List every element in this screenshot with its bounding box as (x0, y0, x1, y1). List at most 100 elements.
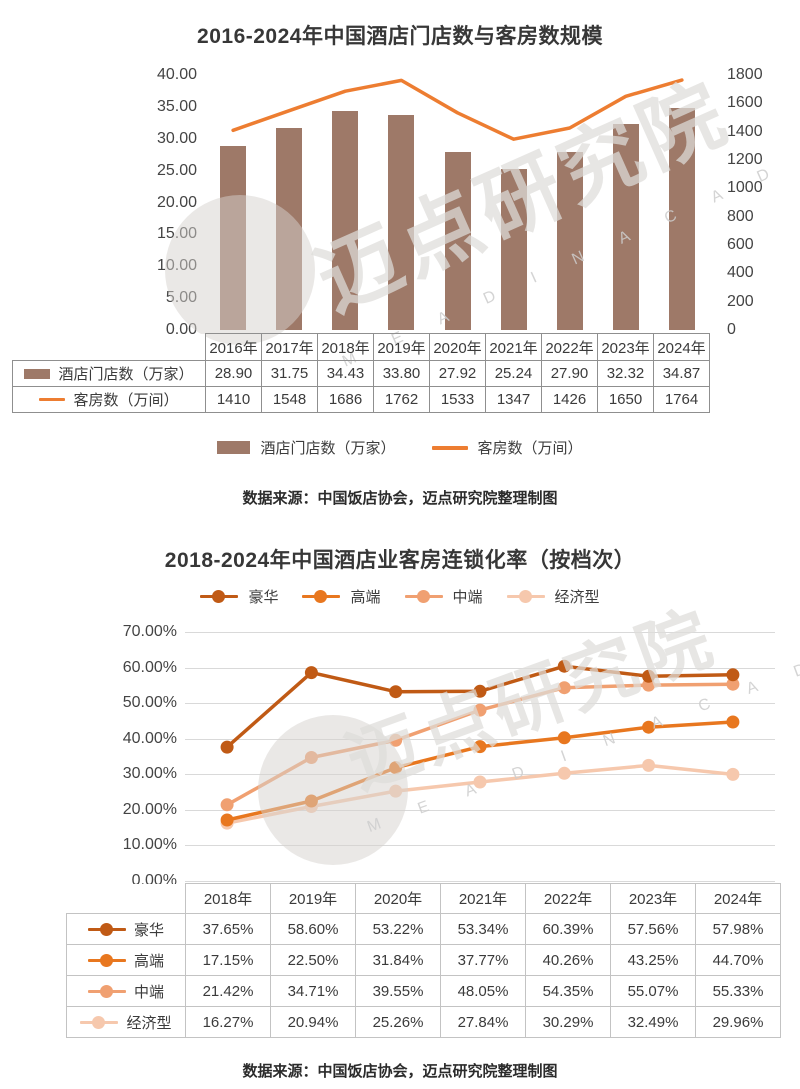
line-marker-icon (87, 922, 126, 936)
year-header-cell: 2021年 (440, 883, 526, 914)
marker-dot (99, 984, 113, 998)
bar-2023年 (612, 124, 639, 330)
value-cell: 1764 (653, 386, 710, 413)
value-cell: 57.56% (610, 913, 696, 945)
year-header-cell: 2016年 (205, 333, 262, 361)
value-cell: 1548 (261, 386, 318, 413)
gridline (185, 774, 775, 776)
legend-label: 豪华 (248, 589, 279, 606)
series-name: 高端 (133, 952, 164, 970)
value-cell: 1686 (317, 386, 374, 413)
data-point-豪华 (304, 666, 318, 680)
series-name: 酒店门店数（万家） (58, 366, 194, 383)
series-name: 经济型 (126, 1014, 172, 1032)
legend-label: 中端 (452, 589, 483, 606)
legend-item: 中端 (404, 586, 483, 607)
y-axis-tick-label: 30.00 (156, 129, 197, 147)
line-marker-icon (87, 953, 126, 967)
series-label-cell: 客房数（万间） (12, 386, 206, 413)
gridline (185, 881, 775, 882)
rooms-line-series (231, 78, 684, 141)
data-point-中端 (726, 677, 740, 691)
year-header-cell: 2024年 (695, 883, 781, 914)
line-swatch-icon (39, 398, 66, 401)
marker-dot (212, 590, 226, 603)
year-header-cell: 2022年 (541, 333, 598, 361)
chart1-data-table: 2016年 2017年 2018年 2019年 2020年 2021年 2022年 2023年… (12, 333, 710, 413)
value-cell: 1533 (429, 386, 486, 413)
value-cell: 29.96% (695, 1006, 781, 1038)
y-axis-tick-label: 1800 (727, 66, 763, 83)
value-cell: 48.05% (440, 975, 526, 1007)
legend-label: 经济型 (554, 589, 600, 606)
y-axis-tick-label: 1200 (727, 151, 763, 168)
line-marker-icon (87, 984, 126, 998)
y-axis-tick-label: 40.00% (122, 729, 177, 747)
value-cell: 37.65% (185, 913, 271, 945)
y-axis-tick-label: 50.00% (122, 694, 177, 712)
bar-2024年 (668, 107, 695, 330)
data-point-高端 (726, 715, 740, 729)
chart2-plot-area (185, 632, 775, 882)
chart1-right-axis: 1800 1600 1400 1200 1000 800 600 400 200 0 (727, 66, 791, 338)
marker-dot (92, 1015, 106, 1029)
data-point-中端 (389, 733, 403, 747)
y-axis-tick-label: 35.00 (156, 97, 197, 115)
gridline (185, 809, 775, 811)
chart2-title: 2018-2024年中国酒店业客房连锁化率（按档次） (164, 549, 636, 572)
value-cell: 57.98% (695, 913, 781, 945)
value-cell: 1650 (597, 386, 654, 413)
year-header-cell: 2018年 (317, 333, 374, 361)
legend-item: 客房数（万间） (431, 437, 583, 458)
value-cell: 37.77% (440, 944, 526, 976)
marker-dot (518, 590, 532, 603)
value-cell: 21.42% (185, 975, 271, 1007)
gridline (185, 845, 775, 847)
y-axis-tick-label: 30.00% (122, 765, 177, 783)
line-marker-icon (302, 590, 341, 603)
line-marker-icon (506, 590, 545, 603)
data-point-经济型 (473, 775, 487, 789)
value-cell: 25.26% (355, 1006, 441, 1038)
chart2-data-table: 2018年 2019年 2020年 2021年 2022年 2023年 2024年 豪华 37.… (66, 883, 781, 1038)
y-axis-tick-label: 800 (727, 207, 754, 225)
year-header-cell: 2020年 (429, 333, 486, 361)
legend-item: 酒店门店数（万家） (217, 437, 396, 458)
line-swatch-icon (431, 445, 468, 450)
year-header-cell: 2020年 (355, 883, 441, 914)
year-header-cell: 2019年 (270, 883, 356, 914)
value-cell: 60.39% (525, 913, 611, 945)
year-header-cell: 2021年 (485, 333, 542, 361)
y-axis-tick-label: 0 (727, 321, 736, 338)
year-header-cell: 2019年 (373, 333, 430, 361)
data-point-经济型 (726, 767, 740, 781)
series-key: 经济型 (68, 1012, 185, 1033)
data-point-豪华 (473, 684, 487, 698)
year-header-cell: 2022年 (525, 883, 611, 914)
table-row: 客房数（万间） 1410 1548 1686 1762 1533 1347 1426 1650 1… (12, 386, 710, 413)
value-cell: 43.25% (610, 944, 696, 976)
series-label-cell: 中端 (66, 975, 186, 1007)
series-name: 豪华 (133, 921, 164, 939)
y-axis-tick-label: 15.00 (156, 225, 197, 243)
data-point-中端 (557, 681, 571, 695)
legend-label: 客房数（万间） (477, 440, 583, 457)
y-axis-tick-label: 10.00 (156, 257, 197, 275)
bar-2019年 (388, 114, 415, 330)
line-marker-icon (200, 590, 239, 603)
series-key: 客房数（万间） (14, 389, 205, 410)
series-label-cell: 经济型 (66, 1006, 186, 1038)
value-cell: 32.32 (597, 360, 654, 387)
value-cell: 54.35% (525, 975, 611, 1007)
legend-item: 高端 (302, 586, 381, 607)
marker-dot (416, 590, 430, 603)
data-point-高端 (642, 720, 656, 734)
line-marker-icon (404, 590, 443, 603)
data-point-中端 (473, 703, 487, 717)
marker-dot (99, 922, 113, 936)
y-axis-tick-label: 600 (727, 236, 754, 253)
data-point-中端 (220, 798, 234, 812)
y-axis-tick-label: 40.00 (156, 66, 197, 83)
data-point-豪华 (389, 685, 403, 699)
gridline (185, 738, 775, 740)
